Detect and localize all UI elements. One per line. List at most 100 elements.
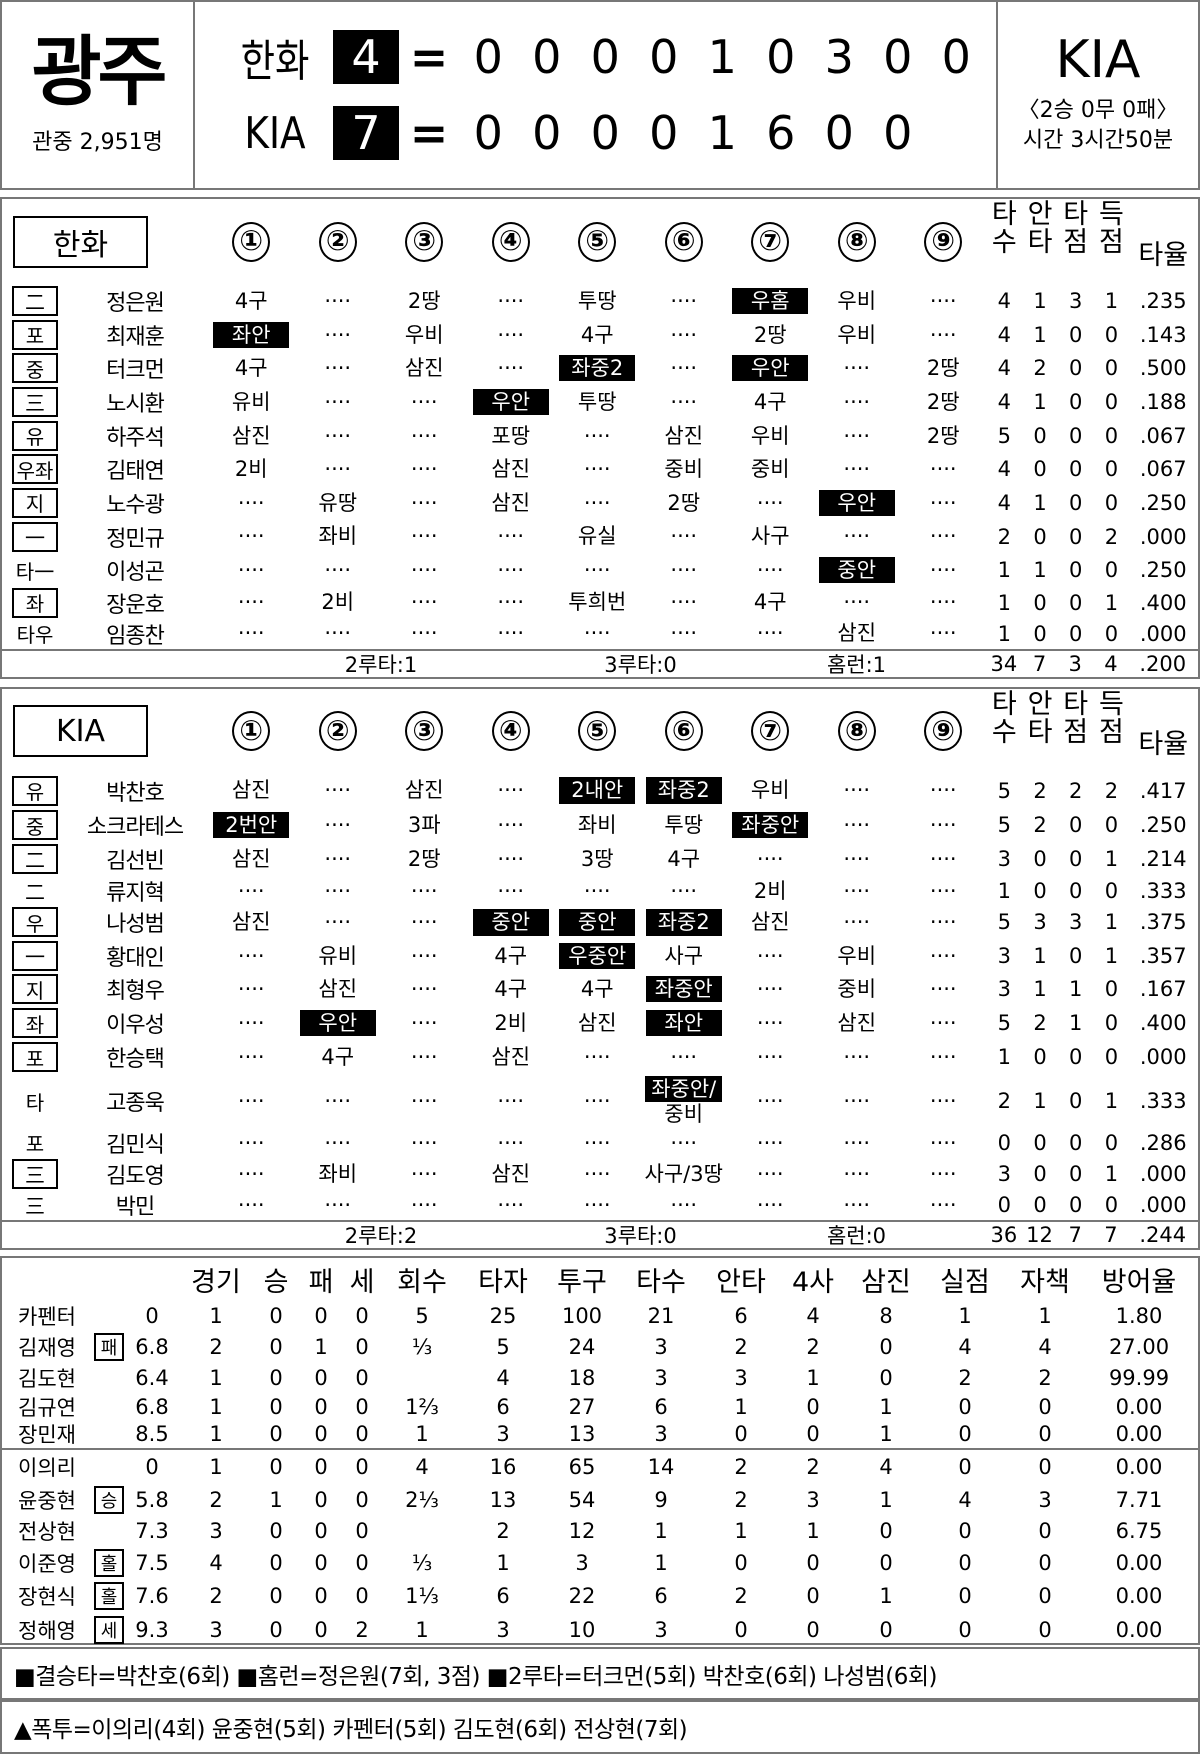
batter-row: 三 노시환 유비 ···· ···· 우안 투땅 ···· 4구 ···· 2땅 4 1 0 0.188 [2, 385, 1198, 419]
batter-row: 二 류지혁 ···· ···· ···· ···· ···· ···· 2비 ···· ···· 1 0… [2, 875, 1198, 906]
decision-badge: 세 [94, 1615, 124, 1644]
inning-result-cell: ···· [900, 813, 987, 837]
inning-result-cell: ···· [641, 323, 728, 347]
inning-result: ···· [843, 778, 871, 803]
inning-result-cell: ···· [208, 1131, 295, 1155]
position-cell: 三 [2, 386, 62, 417]
inning-number-6: ⑥ [664, 711, 703, 752]
stat-header-top: 타 [991, 689, 1017, 720]
batter-name: 류지혁 [106, 880, 165, 906]
inning-result: 좌비 [577, 813, 617, 838]
inning-result-cell: ···· [468, 558, 555, 582]
inning-result-cell: 유비 [295, 944, 382, 968]
batter-stat: 0 [1104, 1045, 1119, 1070]
inning-result: ···· [410, 621, 438, 646]
batter-row: 三 김도영 ···· 좌비 ···· 삼진 ···· 사구/3땅 ···· ···· ···· 3 0 0… [2, 1158, 1198, 1190]
pitcher-stat: 2 [1038, 1365, 1052, 1390]
batter-row: 타 고종욱 ···· ···· ···· ···· ···· 좌중안/중비 ···· ···· ··… [2, 1075, 1198, 1128]
batter-avg: .235 [1139, 288, 1187, 313]
position-cell: 三 [2, 1190, 62, 1220]
position-cell: 우좌 [2, 454, 62, 485]
position-badge: 우 [12, 907, 58, 938]
pitcher-stat: 3 [209, 1617, 223, 1642]
inning-result: 삼진 [837, 1010, 877, 1035]
pitcher-stat: 6 [496, 1583, 510, 1608]
inning-result: 삼진 [491, 490, 531, 515]
pitching-header-10: 4사 [791, 1266, 835, 1298]
batter-stat: 4 [997, 356, 1012, 381]
batter-name: 황대인 [106, 945, 165, 971]
pitcher-stat: 0 [1038, 1583, 1052, 1608]
inning-result-cell: 삼진 [554, 1011, 641, 1035]
pitcher-row: 윤중현 승 5.8 2 1 0 0 2⅓ 13 54 9 2 3 1 4 3 7.71 [2, 1484, 1198, 1515]
inning-result-cell: ···· [814, 813, 901, 837]
inning-result-cell: ···· [468, 847, 555, 871]
entry-inning: 6.4 [135, 1365, 169, 1390]
inning-result-cell: ···· [554, 1045, 641, 1069]
pitcher-stat: 0 [355, 1519, 369, 1543]
inning-result-cell: ···· [295, 1193, 382, 1217]
inning-result: 2비 [494, 1010, 528, 1035]
home-runs: 7 [333, 106, 399, 160]
inning-result: ···· [324, 1192, 352, 1217]
pitcher-stat: 0 [958, 1394, 972, 1419]
batter-name: 터크먼 [106, 358, 165, 384]
inning-result-cell: 좌중2 [641, 909, 728, 936]
inning-result-cell: ···· [381, 1193, 468, 1217]
inning-result: ···· [929, 1192, 957, 1217]
position-cell: 중 [2, 810, 62, 841]
pitcher-stat: 0 [734, 1551, 748, 1575]
inning-header-cell: ② [295, 221, 382, 262]
pitcher-stat: 0 [734, 1422, 748, 1446]
inning-result: ···· [756, 846, 784, 871]
batter-stat: 1 [1104, 1161, 1119, 1186]
inning-result: ···· [929, 558, 957, 583]
inning-result: ···· [497, 778, 525, 803]
inning-result: ···· [583, 621, 611, 646]
position-badge: 타우 [16, 623, 54, 648]
inning-result-cell: ···· [900, 977, 987, 1001]
inning-result-cell: ···· [641, 390, 728, 414]
inning-result: 유비 [318, 943, 358, 968]
inning-result-cell: 4구 [554, 323, 641, 347]
pitcher-stat: 3 [734, 1365, 748, 1390]
pitcher-stat: 3 [654, 1334, 668, 1359]
inning-result-cell: ···· [727, 847, 814, 871]
inning-result-cell: 2비 [295, 590, 382, 614]
pitcher-stat: 0 [879, 1551, 893, 1575]
batter-stat: 0 [1104, 423, 1119, 448]
batter-stat: 0 [1069, 590, 1083, 615]
inning-result: 유실 [577, 524, 617, 549]
inning-result: ···· [843, 590, 871, 615]
inning-result: ···· [410, 1010, 438, 1035]
inning-result: ···· [929, 977, 957, 1002]
inning-result-cell: ···· [814, 356, 901, 380]
inning-result-cell: ···· [381, 621, 468, 645]
inning-result: 3파 [407, 813, 441, 838]
inning-result-cell: 우비 [814, 323, 901, 347]
inning-result: ···· [843, 457, 871, 482]
inning-result: ···· [756, 1192, 784, 1217]
inning-result-cell: 좌중안/중비 [641, 1076, 728, 1126]
inning-result-cell: ···· [814, 524, 901, 548]
batter-row: 三 박민 ···· ···· ···· ···· ···· ···· ···· ···· ···· 0… [2, 1190, 1198, 1220]
inning-header-cell: ① [208, 711, 295, 752]
batter-stat: 0 [1104, 1011, 1119, 1035]
inning-result: ···· [843, 389, 871, 414]
batting-header: 한화 ① ② ③ ④ ⑤ ⑥ ⑦ ⑧ ⑨ 타 수 안 타 타 점 득 점 타율 [2, 199, 1198, 284]
inning-result-cell: 투땅 [641, 813, 728, 837]
pitcher-stat: 100 [561, 1303, 603, 1328]
pitcher-stat: 0 [958, 1617, 972, 1642]
pitcher-stat: 10 [568, 1617, 596, 1642]
pitcher-stat: 1 [314, 1334, 328, 1359]
pitcher-stat: 4 [1038, 1334, 1052, 1359]
inning-header-cell: ⑥ [641, 221, 728, 262]
pitcher-stat: 1 [734, 1394, 748, 1419]
inning-result: ···· [237, 943, 265, 968]
game-notes-hits: ■결승타=박찬호(6회) ■홈런=정은원(7회, 3점) ■2루타=터크먼(5회… [0, 1647, 1200, 1700]
pitcher-stat: 3 [1038, 1487, 1052, 1512]
batting-totals-row: 2루타:1 3루타:0 홈런:1 34 7 3 4.200 [2, 649, 1198, 677]
inning-header-cell: ④ [468, 221, 555, 262]
batter-stat: 0 [1104, 813, 1119, 838]
pitcher-stat: 0 [269, 1422, 283, 1446]
